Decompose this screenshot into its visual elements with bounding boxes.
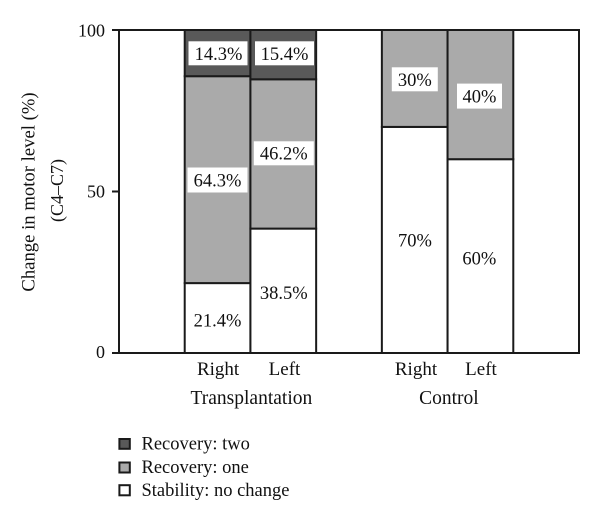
svg-text:Change in motor level (%): Change in motor level (%)	[19, 92, 40, 291]
svg-text:Recovery: two: Recovery: two	[142, 434, 250, 454]
svg-text:50: 50	[87, 182, 105, 202]
svg-text:70%: 70%	[398, 232, 432, 252]
svg-text:38.5%: 38.5%	[260, 284, 308, 304]
svg-text:0: 0	[96, 342, 105, 362]
svg-text:Left: Left	[269, 359, 301, 380]
svg-text:Stability: no change: Stability: no change	[142, 481, 290, 501]
svg-text:100: 100	[78, 20, 105, 40]
svg-text:Left: Left	[465, 359, 497, 380]
svg-text:60%: 60%	[462, 250, 496, 270]
svg-text:64.3%: 64.3%	[194, 171, 242, 191]
svg-text:Right: Right	[197, 359, 240, 380]
svg-text:Recovery: one: Recovery: one	[142, 458, 249, 478]
svg-text:Right: Right	[395, 359, 438, 380]
svg-text:30%: 30%	[398, 71, 432, 91]
svg-text:(C4–C7): (C4–C7)	[47, 159, 68, 222]
svg-text:15.4%: 15.4%	[261, 45, 309, 65]
svg-text:46.2%: 46.2%	[260, 144, 308, 164]
svg-text:Transplantation: Transplantation	[191, 388, 313, 409]
svg-text:40%: 40%	[463, 88, 497, 108]
svg-text:21.4%: 21.4%	[194, 312, 242, 332]
svg-text:14.3%: 14.3%	[195, 45, 243, 65]
svg-text:Control: Control	[419, 388, 479, 409]
